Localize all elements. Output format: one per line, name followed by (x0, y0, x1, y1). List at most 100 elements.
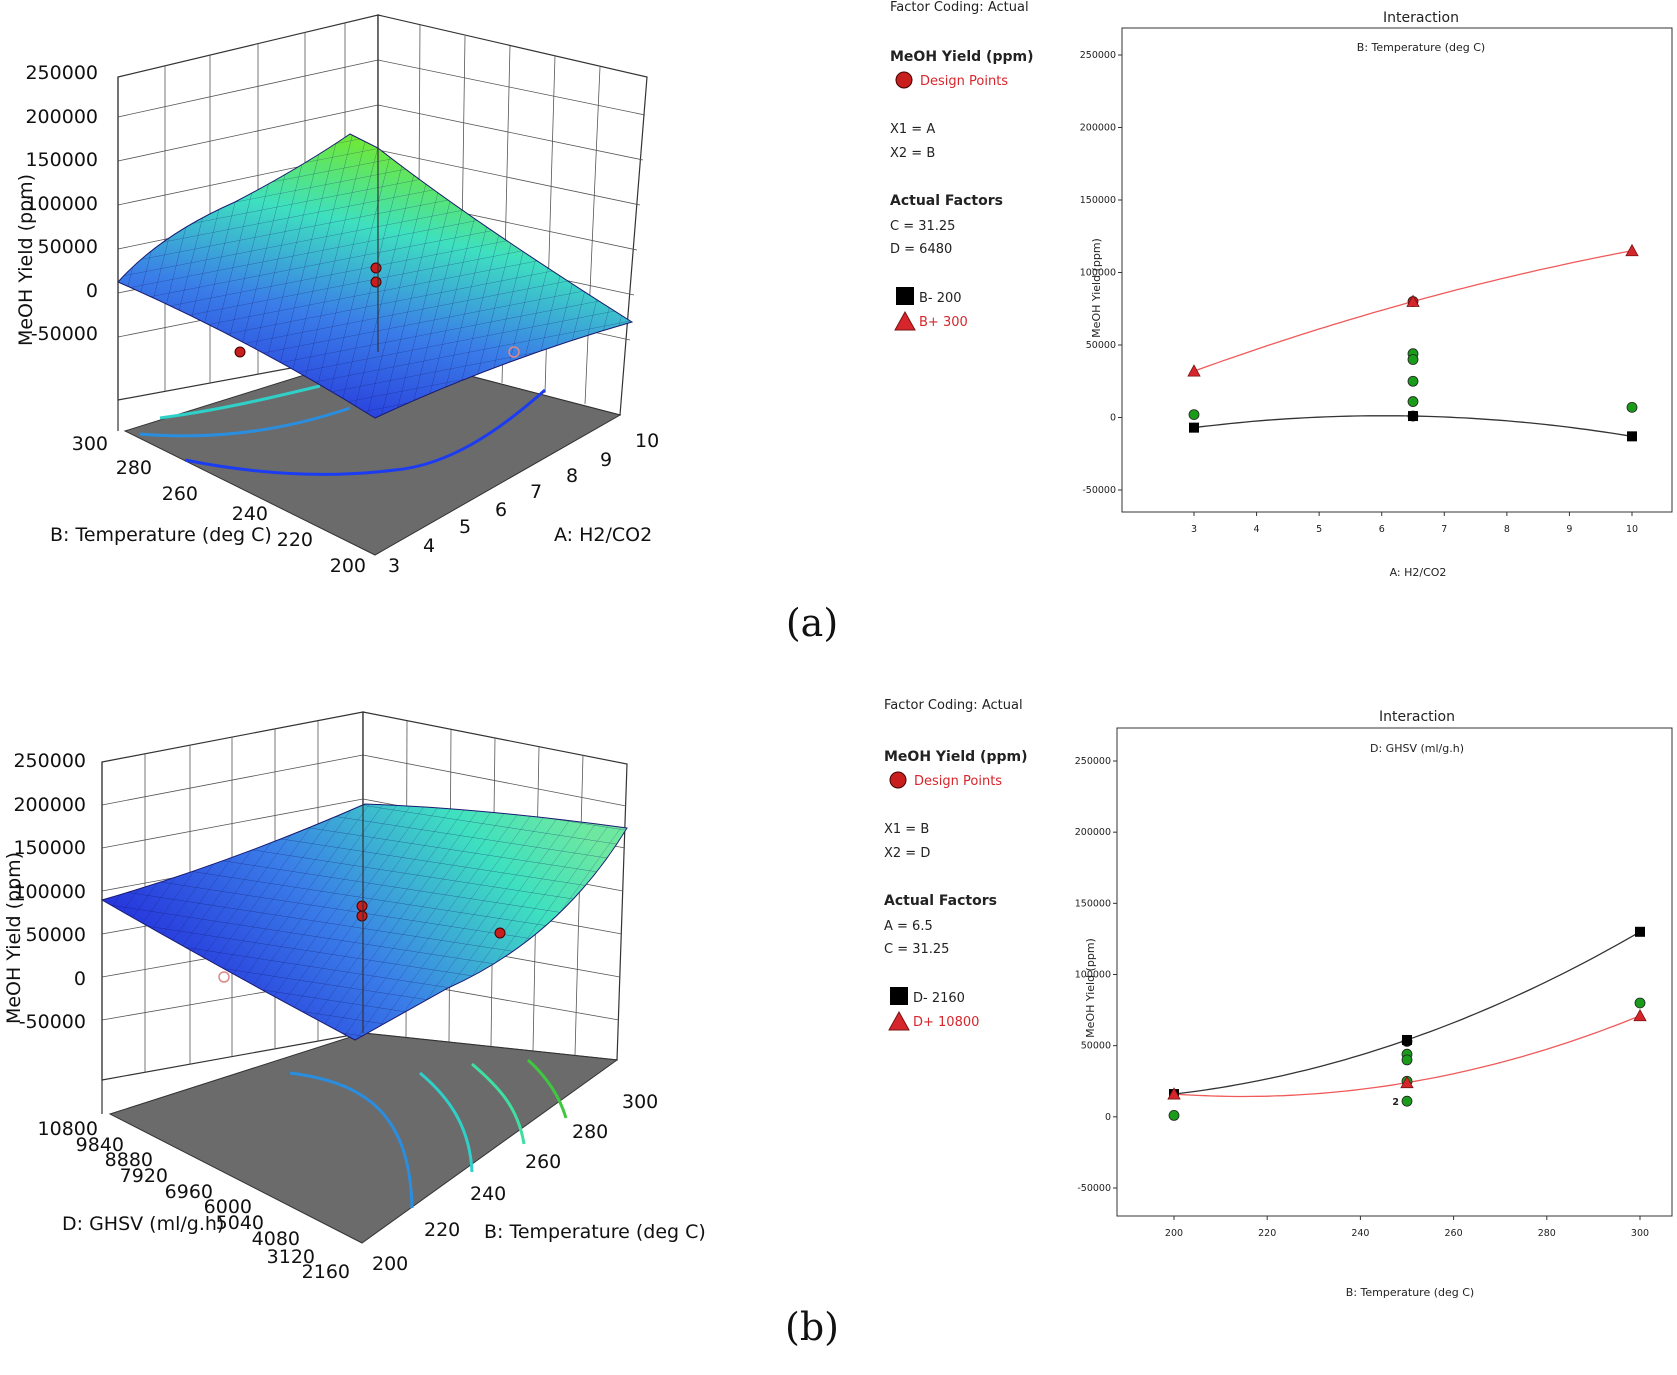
interaction-plot-b: Interaction D: GHSV (ml/g.h) MeOH Yield … (1075, 709, 1673, 1299)
low-level-square-icon (890, 987, 908, 1005)
surface-a-design-point (370, 276, 382, 288)
actual-factor-a: A = 6.5 (884, 919, 933, 934)
z-tick: 200000 (13, 794, 86, 816)
surface-a-x-ticks: 3 4 5 6 7 8 9 10 (388, 430, 659, 577)
actual-factors-title: Actual Factors (890, 193, 1003, 209)
interaction-b-xlabel: B: Temperature (deg C) (1346, 1286, 1474, 1299)
y-tick: 220 (277, 529, 313, 551)
surface-a-contour (139, 406, 351, 438)
y-tick: 100000 (1075, 970, 1111, 981)
y-tick: 3120 (267, 1246, 315, 1268)
x-tick: 200 (372, 1253, 408, 1275)
x1-label: X1 = B (884, 822, 929, 837)
design-point (1407, 354, 1419, 365)
design-points-marker (889, 771, 907, 789)
surface-b-z-label: MeOH Yield (ppm) (3, 852, 25, 1024)
surface-b-mesh-lines (102, 804, 627, 1040)
surface-b-design-point (494, 927, 506, 939)
x-tick: 6 (495, 499, 507, 521)
low-level-square-icon (896, 287, 914, 305)
z-tick: 100000 (13, 881, 86, 903)
series-marker-square (1408, 411, 1418, 422)
surface-b-floor (108, 1032, 619, 1244)
surface-b-design-point (218, 971, 230, 983)
interaction-a-x-ticks: 3 4 5 6 7 8 9 10 (1191, 524, 1638, 535)
surface-a-design-point (370, 262, 382, 274)
z-tick: -50000 (31, 323, 98, 345)
factor-coding-label: Factor Coding: Actual (884, 698, 1023, 713)
y-tick: 200 (330, 555, 366, 577)
x-tick: 5 (459, 516, 471, 538)
interaction-a-title: Interaction (1383, 10, 1459, 26)
design-point (1634, 997, 1646, 1009)
x-tick: 7 (1441, 524, 1447, 535)
z-tick: 100000 (25, 193, 98, 215)
y-tick: 50000 (1081, 1041, 1111, 1052)
figure-panel-a: 250000 200000 150000 100000 50000 0 -500… (0, 0, 1677, 687)
y-tick: 150000 (1080, 195, 1116, 206)
interaction-b-x-ticks: 200 220 240 260 280 300 (1165, 1228, 1649, 1239)
x-tick: 9 (1566, 524, 1572, 535)
interaction-a-y-ticks: 250000 200000 150000 100000 50000 0 -500… (1080, 50, 1116, 496)
design-point (1401, 1054, 1413, 1066)
actual-factor-d: D = 6480 (890, 242, 952, 257)
y-tick: 250000 (1075, 756, 1111, 767)
interaction-plot-a: Interaction B: Temperature (deg C) MeOH … (1080, 10, 1673, 579)
z-tick: 0 (74, 968, 86, 990)
design-point (1168, 1110, 1180, 1121)
design-points-label: Design Points (914, 774, 1002, 789)
x-tick: 300 (1631, 1228, 1649, 1239)
interaction-b-frame (1116, 727, 1673, 1217)
x-tick: 300 (622, 1091, 658, 1113)
series-marker-triangle (1633, 1008, 1647, 1022)
interaction-b-title: Interaction (1379, 709, 1455, 725)
surface-plot-b: 250000 200000 150000 100000 50000 0 -500… (3, 711, 706, 1283)
y-tick: 9840 (76, 1134, 124, 1156)
surface-plot-a: 250000 200000 150000 100000 50000 0 -500… (15, 14, 659, 577)
surface-b-x-ticks: 200 220 240 260 280 300 (372, 1091, 658, 1275)
panel-a-caption: (a) (786, 601, 838, 645)
interaction-a-ylabel: MeOH Yield (ppm) (1090, 238, 1103, 338)
x-tick: 8 (566, 465, 578, 487)
surface-a-design-point (234, 346, 246, 358)
surface-a-z-ticks: 250000 200000 150000 100000 50000 0 -500… (25, 62, 98, 345)
interaction-a-frame (1121, 27, 1673, 513)
x-tick: 280 (572, 1121, 608, 1143)
x-tick: 5 (1316, 524, 1322, 535)
surface-b-y-label: D: GHSV (ml/g.h) (62, 1213, 224, 1235)
figure-panel-b: 250000 200000 150000 100000 50000 0 -500… (0, 688, 1677, 1375)
series-marker-square (1402, 1034, 1412, 1045)
x-tick: 8 (1504, 524, 1510, 535)
series-marker-square (1627, 431, 1637, 442)
y-tick: 200000 (1075, 827, 1111, 838)
x1-label: X1 = A (890, 122, 935, 137)
y-tick: 4080 (252, 1228, 300, 1250)
response-label: MeOH Yield (ppm) (890, 49, 1033, 65)
y-tick: 100000 (1080, 268, 1116, 279)
x-tick: 220 (1258, 1228, 1276, 1239)
x2-label: X2 = B (890, 146, 935, 161)
z-tick: 150000 (13, 837, 86, 859)
series-marker-triangle (1406, 294, 1420, 307)
actual-factor-c: C = 31.25 (884, 942, 949, 957)
y-tick: 6960 (165, 1181, 213, 1203)
surface-b-y-ticks: 10800 9840 8880 7920 6960 6000 5040 4080… (38, 1118, 350, 1283)
design-point (1188, 409, 1200, 421)
surface-a-design-point (508, 346, 520, 358)
z-tick: 250000 (13, 750, 86, 772)
x-tick: 4 (1254, 524, 1260, 535)
interaction-b-subtitle: D: GHSV (ml/g.h) (1370, 742, 1464, 755)
z-tick: 50000 (38, 236, 98, 258)
interaction-a-xlabel: A: H2/CO2 (1390, 566, 1447, 579)
surface-a-y-ticks: 300 280 260 240 220 200 (72, 433, 366, 577)
y-tick: 0 (1105, 1112, 1111, 1123)
point-count-annotation: 2 (1392, 1097, 1399, 1108)
low-level-label: B- 200 (919, 291, 962, 306)
series-marker-square (1189, 422, 1199, 433)
series-marker-triangle (1167, 1087, 1181, 1100)
x-tick: 3 (1191, 524, 1197, 535)
z-tick: 250000 (25, 62, 98, 84)
x2-label: X2 = D (884, 846, 930, 861)
interaction-b-y-ticks: 250000 200000 150000 100000 50000 0 -500… (1075, 756, 1111, 1194)
series-marker-triangle (1187, 364, 1201, 377)
